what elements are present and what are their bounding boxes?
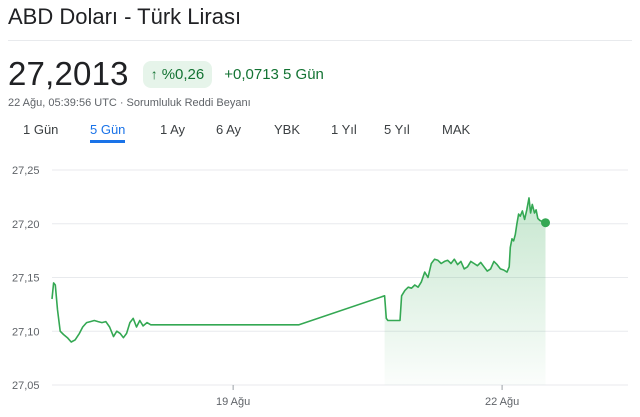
arrow-up-icon: ↑	[150, 66, 158, 82]
price-chart[interactable]: 27,25 27,20 27,15 27,10 27,05 19 Ağu 22 Ağu	[0, 150, 640, 417]
series-line	[51, 197, 546, 343]
change-percent-badge: ↑ %0,26	[142, 60, 213, 88]
change-percent-label: %0,26	[161, 65, 205, 83]
tab-1-gun[interactable]: 1 Gün	[23, 122, 59, 137]
timestamp-row: 22 Ağu, 05:39:56 UTC · Sorumluluk Reddi Be…	[8, 97, 251, 109]
tab-ybk[interactable]: YBK	[274, 122, 301, 137]
y-tick-label: 27,25	[12, 165, 40, 177]
x-axis-labels: 19 Ağu 22 Ağu	[216, 385, 519, 408]
current-price: 27,2013	[8, 55, 129, 92]
separator-dot: ·	[119, 97, 124, 109]
x-tick-label: 19 Ağu	[216, 396, 250, 408]
tab-1-ay[interactable]: 1 Ay	[160, 122, 186, 137]
change-amount: +0,0713 5 Gün	[224, 65, 324, 83]
tab-1-yil[interactable]: 1 Yıl	[331, 122, 357, 137]
tab-6-ay[interactable]: 6 Ay	[216, 122, 242, 137]
tab-5-yil[interactable]: 5 Yıl	[384, 122, 410, 137]
y-tick-label: 27,05	[12, 380, 40, 392]
timestamp: 22 Ağu, 05:39:56 UTC	[8, 97, 117, 109]
y-tick-label: 27,20	[12, 219, 40, 231]
tab-mak[interactable]: MAK	[442, 122, 471, 137]
page-title: ABD Doları - Türk Lirası	[8, 4, 242, 29]
x-tick-label: 22 Ağu	[485, 396, 519, 408]
y-axis-labels: 27,25 27,20 27,15 27,10 27,05	[12, 165, 40, 392]
tab-5-gun[interactable]: 5 Gün	[90, 122, 126, 143]
price-row: 27,2013 ↑ %0,26 +0,0713 5 Gün	[8, 54, 324, 94]
y-tick-label: 27,15	[12, 273, 40, 285]
last-price-point[interactable]	[541, 218, 550, 228]
series-area-fill	[384, 197, 546, 385]
disclaimer-link[interactable]: Sorumluluk Reddi Beyanı	[126, 97, 251, 109]
y-tick-label: 27,10	[12, 326, 40, 338]
header-divider	[8, 40, 632, 41]
